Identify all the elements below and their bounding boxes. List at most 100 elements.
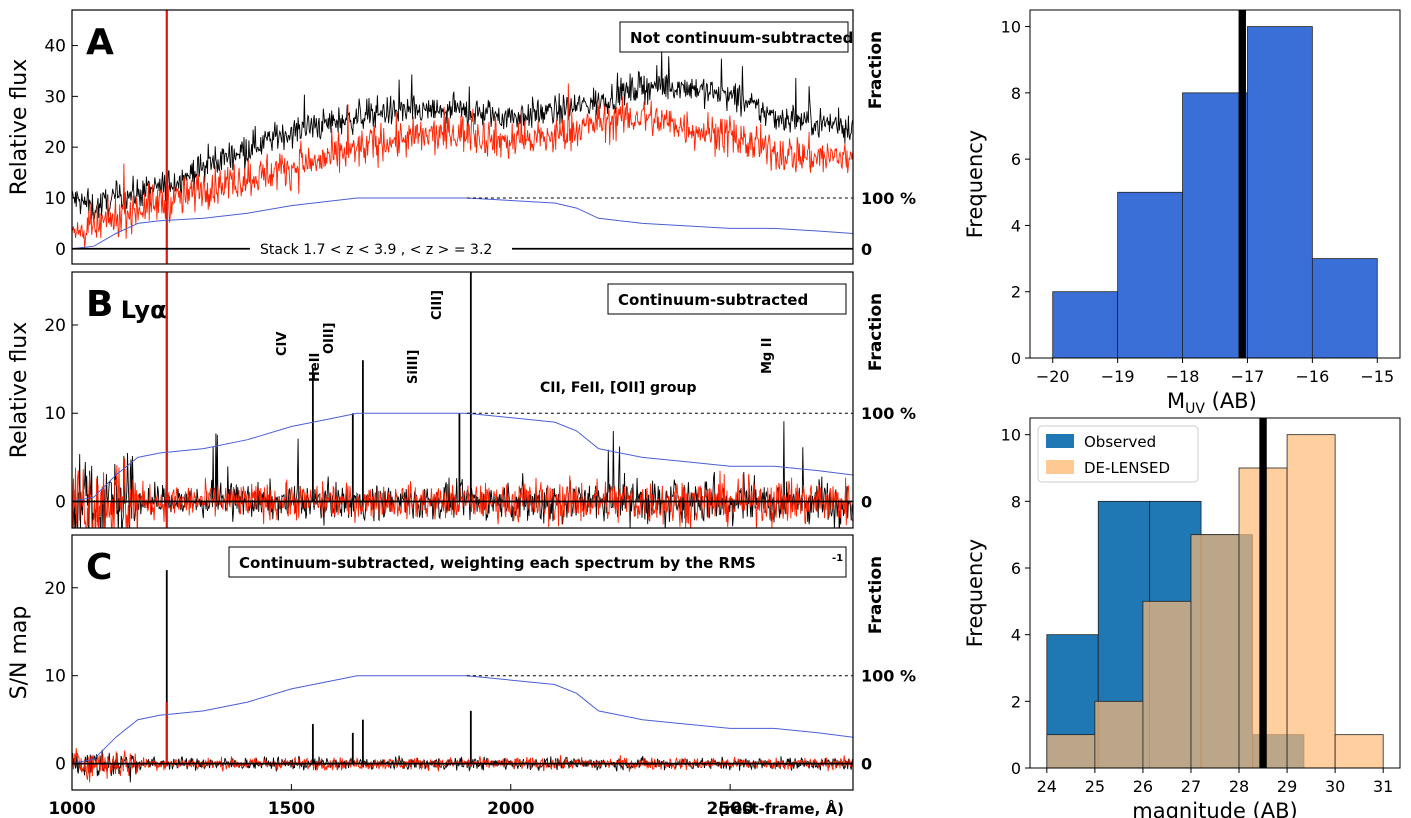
right-tick-label: 0 bbox=[861, 493, 872, 512]
plot-frame bbox=[71, 271, 854, 529]
plot-area bbox=[72, 570, 853, 783]
y-tick-label: 10 bbox=[44, 189, 66, 209]
annotation-line-label: SiIII] bbox=[406, 350, 421, 384]
histogram-bar bbox=[1182, 92, 1248, 359]
x-tick-label: −15 bbox=[1360, 367, 1394, 386]
x-tick-label: 31 bbox=[1373, 777, 1393, 796]
annotation-group: CII, FeII, [OII] group bbox=[540, 380, 697, 396]
fraction-axis-label: Fraction bbox=[866, 293, 886, 371]
y-axis-label: Frequency bbox=[963, 130, 987, 239]
histogram-bar bbox=[1117, 191, 1183, 359]
y-tick-label: 0 bbox=[55, 755, 66, 775]
y-tick-label: 8 bbox=[1011, 84, 1021, 103]
panel-title-box bbox=[607, 283, 847, 315]
muv-histogram: 0 2 4 6 8 10 −20 −19 −18 −17 −16 −15 Frequency MUV (A… bbox=[963, 9, 1401, 417]
fraction-line bbox=[72, 197, 853, 250]
x-axis-label-suffix: (AB) bbox=[1205, 389, 1257, 413]
right-tick-label: 0 bbox=[861, 755, 872, 774]
fraction-axis-label: Fraction bbox=[866, 556, 886, 634]
y-tick-label: 6 bbox=[1011, 150, 1021, 169]
panel-b-continuum-subtracted: 0 10 20 100 % 0 Fraction Relative flux B Continu… bbox=[7, 271, 916, 529]
spectrum-line bbox=[72, 458, 853, 528]
x-tick-label: −20 bbox=[1036, 367, 1070, 386]
fraction-line bbox=[72, 412, 853, 502]
x-axis-label: MUV (AB) bbox=[1167, 389, 1257, 417]
x-tick-label: −19 bbox=[1101, 367, 1135, 386]
y-tick-label: 10 bbox=[1001, 18, 1021, 37]
legend-label: DE-LENSED bbox=[1084, 459, 1170, 477]
y-tick-label: 0 bbox=[55, 493, 66, 513]
y-tick-label: 40 bbox=[44, 37, 66, 57]
plot-frame bbox=[1029, 417, 1401, 769]
x-tick-label: 26 bbox=[1133, 777, 1153, 796]
histogram-bar bbox=[1334, 734, 1384, 769]
x-tick-label: 1500 bbox=[268, 799, 315, 818]
y-axis-label: Frequency bbox=[963, 539, 987, 648]
x-axis-label: magnitude (AB) bbox=[1132, 799, 1297, 818]
legend-swatch bbox=[1046, 460, 1074, 474]
histogram-bar bbox=[1052, 291, 1119, 359]
x-tick-label: 27 bbox=[1181, 777, 1201, 796]
y-tick-label: 4 bbox=[1011, 216, 1021, 235]
x-tick-label: 30 bbox=[1325, 777, 1345, 796]
panel-title-text: Not continuum-subtracted bbox=[630, 29, 853, 47]
y-tick-label: 6 bbox=[1011, 559, 1021, 578]
panel-a-not-continuum-subtracted: 0 10 20 30 40 100 % 0 Fraction Relative flux A Not… bbox=[7, 9, 916, 265]
y-tick-label: 20 bbox=[44, 316, 66, 336]
spectrum-line bbox=[72, 749, 853, 783]
x-tick-label: 2500 bbox=[706, 799, 753, 818]
right-tick-label: 100 % bbox=[861, 667, 916, 686]
spectrum-line bbox=[72, 50, 853, 220]
y-tick-label: 10 bbox=[44, 667, 66, 687]
annotation-line-label: Mg II bbox=[760, 338, 775, 374]
y-tick-label: 30 bbox=[44, 87, 66, 107]
panel-letter: C bbox=[86, 547, 112, 588]
plot-frame bbox=[1029, 9, 1401, 359]
x-tick-label: 2000 bbox=[487, 799, 534, 818]
panel-title-text: Continuum-subtracted, weighting each spe… bbox=[239, 554, 756, 572]
fraction-axis-label: Fraction bbox=[866, 31, 886, 109]
x-tick-label: 24 bbox=[1037, 777, 1057, 796]
y-tick-label: 20 bbox=[44, 579, 66, 599]
right-tick-label: 100 % bbox=[861, 404, 916, 423]
y-tick-label: 8 bbox=[1011, 492, 1021, 511]
annotation-line-label: OIII] bbox=[322, 322, 337, 354]
panel-letter: B bbox=[86, 284, 113, 325]
histogram-bar bbox=[1311, 258, 1378, 359]
y-tick-label: 2 bbox=[1011, 692, 1021, 711]
y-tick-label: 0 bbox=[1011, 349, 1021, 368]
y-tick-label: 4 bbox=[1011, 626, 1021, 645]
x-axis-label-sub: UV bbox=[1185, 401, 1205, 417]
plot-area bbox=[72, 272, 853, 528]
panel-title-box bbox=[228, 546, 847, 578]
right-tick-label: 0 bbox=[861, 240, 872, 259]
annotation-line-label: HeII bbox=[308, 353, 323, 382]
y-tick-label: 0 bbox=[1011, 759, 1021, 778]
spectrum-line bbox=[72, 421, 853, 528]
x-axis-label: (rest-frame, Å) bbox=[718, 799, 844, 818]
x-tick-label: 29 bbox=[1277, 777, 1297, 796]
spectrum-line bbox=[72, 83, 853, 248]
legend-label: Observed bbox=[1084, 433, 1156, 451]
y-tick-label: 10 bbox=[1001, 426, 1021, 445]
panel-c-signal-to-noise: 0 10 20 100 % 0 Fraction S/N map C Continuum-sub… bbox=[7, 534, 916, 818]
y-tick-label: 20 bbox=[44, 138, 66, 158]
legend-swatch bbox=[1046, 434, 1074, 448]
y-tick-label: 2 bbox=[1011, 283, 1021, 302]
panel-title-text: Continuum-subtracted bbox=[618, 291, 808, 309]
x-tick-label: 1000 bbox=[48, 799, 95, 818]
x-tick-label: 25 bbox=[1085, 777, 1105, 796]
y-axis-label: S/N map bbox=[7, 606, 32, 700]
histogram-bar bbox=[1094, 700, 1144, 769]
annotation-line-label: CIII] bbox=[430, 290, 445, 320]
stack-label: Stack 1.7 < z < 3.9 , < z > = 3.2 bbox=[260, 242, 492, 258]
legend: Observed DE-LENSED bbox=[1037, 425, 1199, 483]
x-tick-label: −16 bbox=[1295, 367, 1329, 386]
fraction-line bbox=[72, 675, 853, 765]
x-tick-label: −18 bbox=[1166, 367, 1200, 386]
histogram-bar bbox=[1190, 534, 1240, 769]
y-tick-label: 0 bbox=[55, 240, 66, 260]
y-axis-label: Relative flux bbox=[7, 59, 32, 196]
